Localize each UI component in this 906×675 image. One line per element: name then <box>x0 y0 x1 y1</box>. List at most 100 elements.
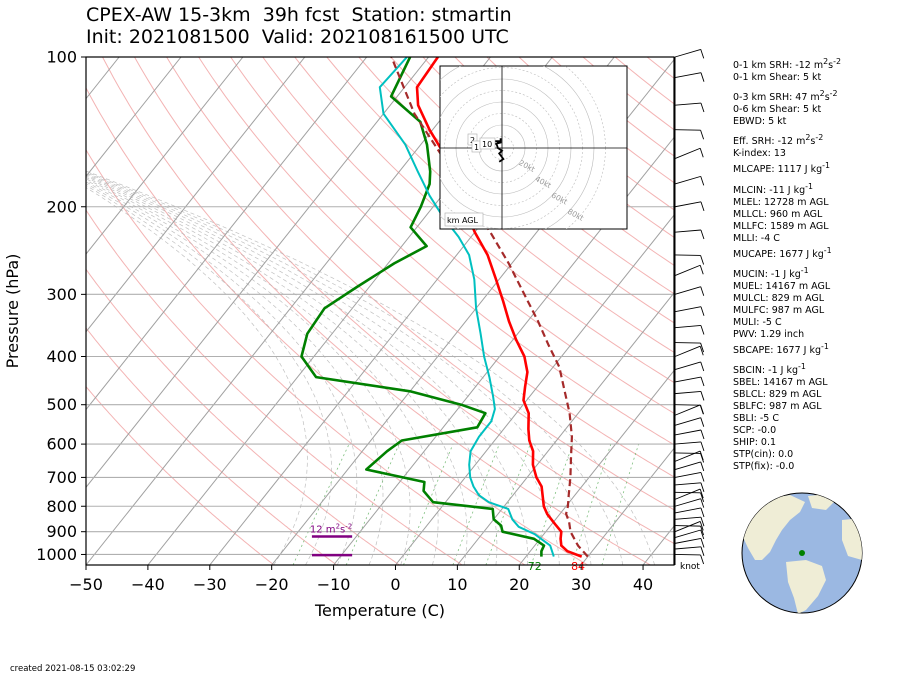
wind-barb-staff <box>674 376 702 383</box>
index-row: PWV: 1.29 inch <box>733 329 805 341</box>
moist-adiabat <box>86 170 655 565</box>
wind-barb-staff <box>674 529 701 539</box>
pressure-tick-label: 1000 <box>36 545 77 564</box>
dry-adiabat <box>198 57 674 478</box>
moist-adiabat <box>86 179 411 565</box>
hodograph-trace <box>492 138 505 163</box>
mixing-ratio-line <box>452 443 500 565</box>
wind-barb-flag <box>700 342 705 353</box>
dry-adiabat <box>86 148 526 565</box>
hodograph-corner-label: km AGL <box>447 216 479 225</box>
index-row: STP(fix): -0.0 <box>733 461 795 473</box>
wetbulb-profile <box>378 57 555 557</box>
wind-barb-flag <box>700 529 705 540</box>
wind-barb-staff <box>674 482 701 486</box>
wind-barb-flag <box>699 148 704 158</box>
dry-adiabat <box>422 57 674 266</box>
wind-barb-flag <box>700 554 705 565</box>
wind-barb-flag <box>700 405 705 415</box>
wind-barb-staff <box>674 361 701 371</box>
index-row: Eff. SRH: -12 m2s-2 <box>733 133 824 148</box>
wind-barb-flag <box>700 286 705 296</box>
wind-barb-staff <box>674 254 701 256</box>
wind-barb-staff <box>674 306 702 313</box>
wind-barb-flag <box>700 130 705 140</box>
wind-barb-flag <box>699 488 704 499</box>
wind-barb-flag <box>700 417 705 427</box>
temperature-tick-label: −20 <box>255 575 289 594</box>
wind-barb-flag <box>700 472 705 482</box>
dry-adiabat <box>102 57 651 565</box>
wind-barb-flag <box>700 482 705 492</box>
dry-adiabat <box>86 268 400 565</box>
index-row: MULI: -5 C <box>733 317 782 329</box>
dry-adiabat <box>86 385 275 565</box>
surface-labels: 72 84 <box>528 560 585 573</box>
wind-barb-staff <box>674 441 701 445</box>
wind-barb-staff <box>674 147 701 159</box>
isotherm <box>86 57 368 411</box>
wind-barb-flag <box>700 525 705 536</box>
title-line-1: CPEX-AW 15-3km 39h fcst Station: stmarti… <box>86 4 512 26</box>
wind-barb-staff <box>674 390 701 395</box>
mixing-ratio-line <box>345 443 400 565</box>
wind-barb-staff <box>674 491 701 494</box>
moist-adiabat <box>86 172 592 565</box>
wind-barb-staff <box>674 429 702 436</box>
wind-barb-flag <box>700 461 705 472</box>
wind-barb-staff <box>674 48 701 58</box>
isotherm <box>395 214 674 565</box>
isotherm <box>456 292 674 565</box>
pressure-tick-label: 200 <box>46 197 77 216</box>
isotherm <box>333 136 674 565</box>
index-row: MLLFC: 1589 m AGL <box>733 220 829 232</box>
wind-barb-staff <box>674 546 701 550</box>
surface-value-label: 72 <box>528 560 542 573</box>
index-row: STP(cin): 0.0 <box>733 449 794 461</box>
wind-barb-staff <box>674 325 701 329</box>
dry-adiabat <box>230 57 674 446</box>
isotherm <box>86 57 182 178</box>
wind-barb-flag <box>700 441 705 452</box>
index-row: 0-1 km SRH: -12 m2s-2 <box>733 57 841 72</box>
wind-barb-staff <box>674 450 701 462</box>
wind-barb-flag <box>700 507 705 518</box>
surface-value-label: 84 <box>571 560 585 573</box>
index-row: SBCIN: -1 J kg-1 <box>733 362 806 377</box>
wind-barb-flag <box>700 517 705 527</box>
mixing-ratio-line <box>530 443 574 565</box>
isotherm <box>518 369 674 565</box>
hodograph-height-label: 2 <box>470 136 475 145</box>
wind-barb-flag <box>700 538 705 548</box>
srh-bars: 12 m2s-2 <box>310 522 352 557</box>
index-row: MULFC: 987 m AGL <box>733 305 825 317</box>
pressure-tick-label: 700 <box>46 468 77 487</box>
index-row: SBCAPE: 1677 J kg-1 <box>733 342 829 357</box>
wind-barb-staff <box>674 286 701 295</box>
wind-barb-flag <box>700 176 705 186</box>
wind-barbs <box>674 48 705 565</box>
isotherm <box>86 57 430 489</box>
hodograph-height-box <box>479 137 496 150</box>
mixing-ratio-line <box>601 443 639 565</box>
dry-adiabat <box>262 57 674 414</box>
wind-barb-flag <box>700 255 705 265</box>
index-row: MLEL: 12728 m AGL <box>733 196 829 208</box>
srh-bar-label: 12 m2s-2 <box>310 522 352 535</box>
mixing-ratio-line <box>571 443 612 565</box>
wind-barb-staff <box>674 129 701 131</box>
dry-adiabat <box>326 57 674 353</box>
index-row: EBWD: 5 kt <box>733 116 787 128</box>
moist-adiabat <box>86 175 498 565</box>
wind-barb-staff <box>674 72 702 79</box>
index-row: SBLI: -5 C <box>733 413 779 425</box>
sounding-indices-panel: 0-1 km SRH: -12 m2s-2 0-1 km Shear: 5 kt 0… <box>733 56 841 473</box>
temperature-tick-label: 10 <box>447 575 467 594</box>
wind-barb-staff <box>674 498 701 507</box>
wind-barb-flag <box>700 453 705 463</box>
index-row: SCP: -0.0 <box>733 425 777 437</box>
wind-barb-flag <box>699 346 704 356</box>
index-row: SBLCL: 829 m AGL <box>733 389 822 401</box>
wind-barb-flag <box>700 201 705 211</box>
